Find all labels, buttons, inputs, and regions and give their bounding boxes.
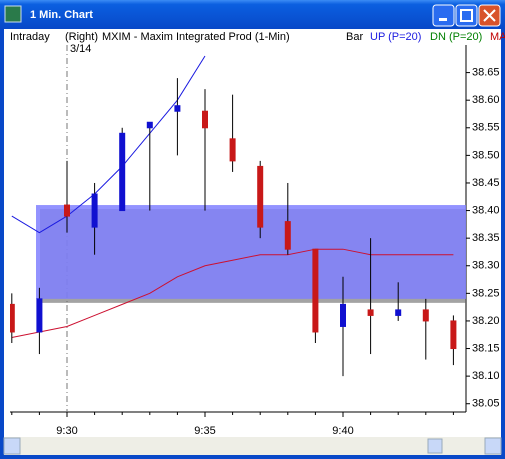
indicator-line bbox=[11, 248, 454, 338]
candle-body bbox=[119, 132, 126, 212]
candle-body bbox=[10, 303, 15, 333]
candle-body bbox=[312, 248, 319, 333]
frame-bottom bbox=[4, 455, 501, 459]
legend-label: UP (P=20) bbox=[370, 31, 421, 43]
ma-label: MA bbox=[490, 31, 505, 43]
y-tick-label: 38.40 bbox=[472, 204, 500, 216]
window-buttons[interactable] bbox=[432, 4, 501, 27]
app-icon bbox=[4, 5, 22, 23]
y-tick-label: 38.20 bbox=[472, 315, 500, 327]
minimize-button[interactable] bbox=[432, 4, 455, 27]
scroll-left[interactable] bbox=[3, 437, 21, 455]
candle-body bbox=[229, 138, 236, 162]
minimize-icon bbox=[439, 18, 447, 21]
interval-label: Intraday bbox=[10, 31, 50, 43]
maximize-button[interactable] bbox=[455, 4, 478, 27]
highlight-band bbox=[36, 205, 466, 299]
candle-body bbox=[146, 121, 153, 129]
candle-body bbox=[36, 298, 43, 333]
candle-body bbox=[340, 303, 346, 327]
date-annotation: 3/14 bbox=[70, 43, 91, 55]
scroll-right[interactable] bbox=[484, 437, 502, 455]
candle-body bbox=[367, 309, 374, 316]
y-tick-label: 38.65 bbox=[472, 67, 500, 79]
y-tick-label: 38.35 bbox=[472, 232, 500, 244]
y-tick-label: 38.05 bbox=[472, 398, 500, 410]
bar-label: Bar bbox=[346, 31, 363, 43]
x-tick-label: 9:30 bbox=[56, 425, 77, 437]
title-bar bbox=[0, 0, 505, 29]
close-icon bbox=[483, 9, 496, 22]
y-tick-label: 38.10 bbox=[472, 370, 500, 382]
legend-label: DN (P=20) bbox=[430, 31, 482, 43]
axis-side-label: (Right) bbox=[65, 31, 98, 43]
x-tick-label: 9:40 bbox=[332, 425, 353, 437]
indicator-line bbox=[11, 55, 206, 234]
maximize-icon bbox=[460, 9, 473, 22]
candle-body bbox=[422, 309, 429, 322]
y-tick-label: 38.50 bbox=[472, 149, 500, 161]
x-tick-label: 9:35 bbox=[194, 425, 215, 437]
candle-body bbox=[257, 165, 264, 228]
y-tick-label: 38.55 bbox=[472, 122, 500, 134]
y-tick-label: 38.30 bbox=[472, 260, 500, 272]
y-tick-label: 38.15 bbox=[472, 342, 500, 354]
candle-body bbox=[64, 204, 70, 217]
candle-body bbox=[284, 221, 291, 250]
candle-body bbox=[395, 309, 402, 316]
plot bbox=[10, 55, 466, 377]
candle-body bbox=[174, 105, 181, 112]
y-tick-label: 38.45 bbox=[472, 177, 500, 189]
window-title: 1 Min. Chart bbox=[30, 9, 93, 21]
y-tick-label: 38.60 bbox=[472, 94, 500, 106]
scroll-thumb[interactable] bbox=[427, 438, 443, 454]
symbol-label: MXIM - Maxim Integrated Prod (1-Min) bbox=[102, 31, 290, 43]
y-tick-label: 38.25 bbox=[472, 287, 500, 299]
scrollbar[interactable] bbox=[4, 437, 501, 455]
candle-body bbox=[91, 193, 98, 228]
candle-body bbox=[450, 320, 457, 350]
candle-body bbox=[202, 110, 208, 129]
